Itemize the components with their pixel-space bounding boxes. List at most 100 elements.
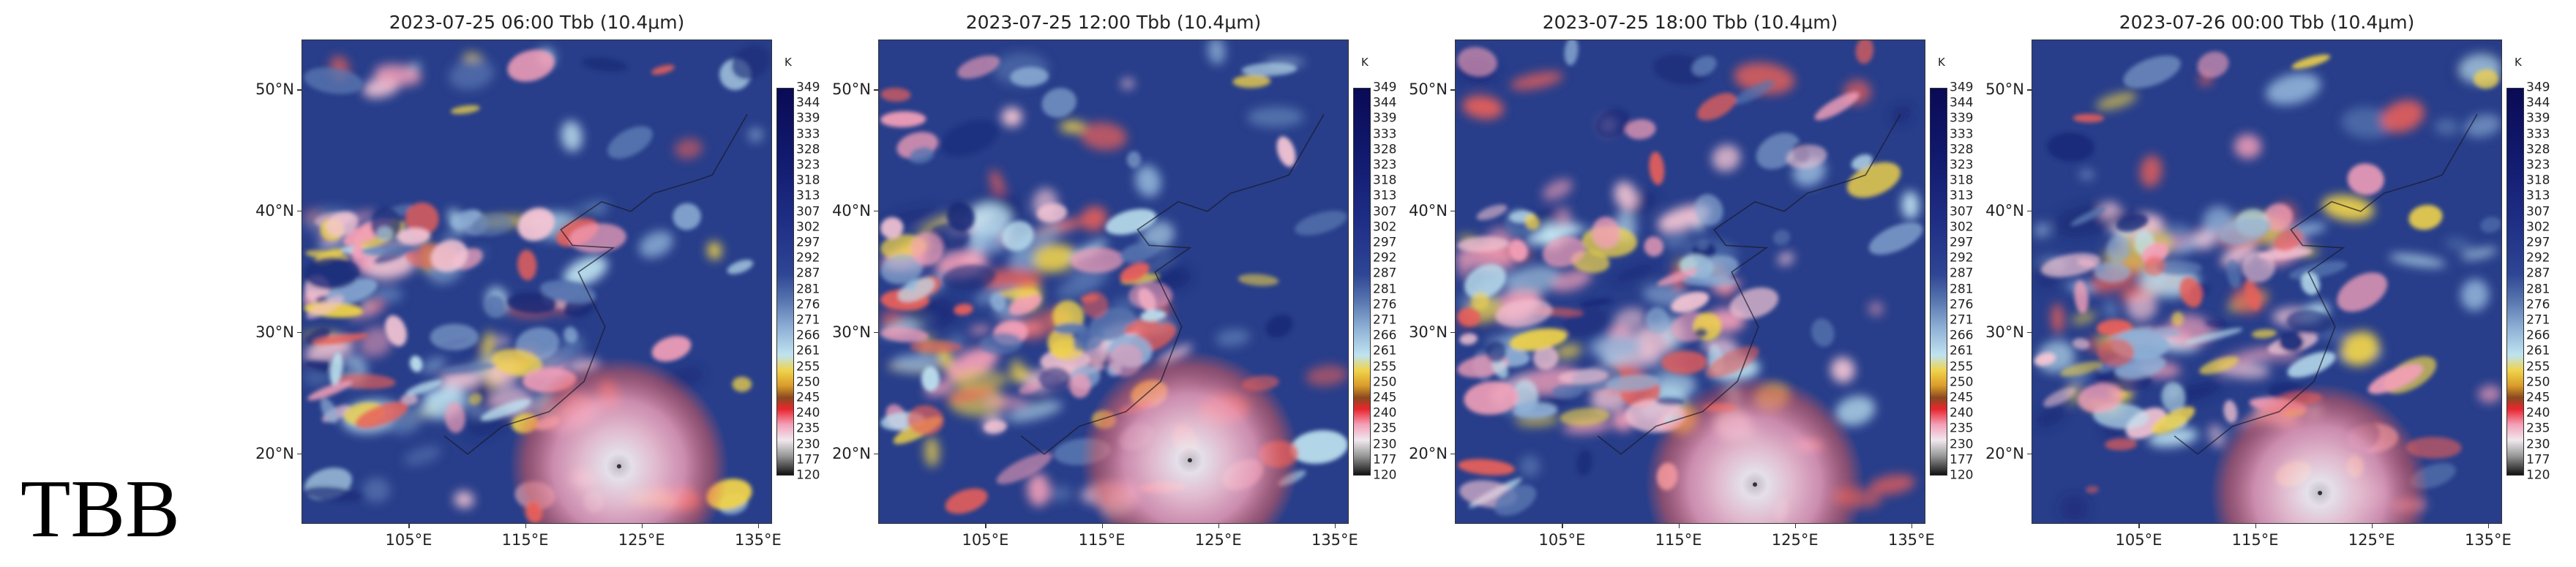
coastline (1597, 113, 1901, 455)
typhoon-cloud (2032, 40, 2501, 523)
colorbar-tick-label: 177 (796, 452, 820, 468)
lon-tick (1562, 524, 1563, 528)
satellite-image (2032, 40, 2501, 523)
lat-tick (2027, 453, 2032, 455)
lon-axis: 105°E 115°E 125°E 135°E (302, 524, 782, 553)
colorbar-tick-label: 255 (1950, 359, 1974, 375)
colorbar-tick-label: 281 (1950, 282, 1974, 297)
colorbar-tick-label: 344 (2526, 95, 2550, 110)
colorbar-tick-label: 349 (1373, 80, 1397, 95)
colorbar-tick-label: 323 (1950, 157, 1974, 173)
lat-axis: 50°N 40°N 30°N 20°N (798, 40, 878, 524)
colorbar-tick-label: 230 (1373, 437, 1397, 452)
lat-tick-label: 20°N (255, 444, 294, 462)
lat-tick-label: 30°N (1409, 323, 1448, 341)
satellite-map (302, 40, 772, 524)
colorbar-tick-label: 344 (1950, 95, 1974, 110)
colorbar-tick-label: 120 (2526, 468, 2550, 483)
colorbar-tick-label: 281 (1373, 282, 1397, 297)
colorbar-tick-label: 235 (2526, 421, 2550, 436)
tbb-panel: 2023-07-25 18:00 Tbb (10.4μm) 50°N 40°N 30… (1409, 0, 2026, 567)
lon-tick (1218, 524, 1220, 528)
colorbar (1930, 88, 1947, 476)
colorbar-tick-label: 120 (796, 468, 820, 483)
colorbar-tick-label: 297 (1950, 235, 1974, 250)
colorbar-tick-label: 261 (796, 343, 820, 358)
colorbar-tick-label: 266 (1373, 328, 1397, 343)
colorbar-tick-label: 276 (2526, 297, 2550, 312)
lon-tick-label: 105°E (2115, 531, 2163, 549)
colorbar-tick-label: 333 (1950, 127, 1974, 142)
lon-axis: 105°E 115°E 125°E 135°E (878, 524, 1358, 553)
panel-title: 2023-07-26 00:00 Tbb (10.4μm) (2119, 12, 2415, 33)
colorbar-tick-label: 281 (796, 282, 820, 297)
colorbar-tick-label: 292 (796, 250, 820, 266)
lat-tick-label: 20°N (1985, 444, 2024, 462)
colorbar-tick-label: 271 (2526, 312, 2550, 328)
colorbar-tick-label: 318 (796, 173, 820, 188)
lon-tick-label: 125°E (1194, 531, 1242, 549)
colorbar-tick-label: 245 (796, 390, 820, 405)
colorbar-ticks: 349 344 339 333 328 323 318 313 307 302 297 292 287 2… (1371, 81, 1401, 481)
colorbar-tick-label: 333 (2526, 127, 2550, 142)
colorbar-tick-label: 313 (2526, 188, 2550, 203)
coastline (2174, 113, 2478, 455)
typhoon-eye (616, 464, 621, 469)
colorbar-tick-label: 281 (2526, 282, 2550, 297)
colorbar-tick-label: 261 (2526, 343, 2550, 358)
lat-tick (2027, 210, 2032, 212)
lat-tick (1450, 89, 1455, 91)
lat-tick-label: 50°N (1409, 80, 1448, 99)
lat-tick (297, 453, 302, 455)
satellite-map (1455, 40, 1925, 524)
typhoon-cloud (1456, 40, 1925, 523)
lon-tick (2371, 524, 2373, 528)
lon-tick-label: 105°E (1538, 531, 1586, 549)
colorbar-tick-label: 245 (2526, 390, 2550, 405)
colorbar-tick-label: 266 (796, 328, 820, 343)
panel-title: 2023-07-25 12:00 Tbb (10.4μm) (965, 12, 1262, 33)
lat-tick-label: 20°N (832, 444, 871, 462)
satellite-image (879, 40, 1348, 523)
colorbar-tick-label: 240 (796, 405, 820, 421)
lon-tick (2487, 524, 2490, 528)
colorbar-tick-label: 276 (796, 297, 820, 312)
lat-tick-label: 20°N (1409, 444, 1448, 462)
colorbar-tick-label: 271 (796, 312, 820, 328)
colorbar-tick-label: 318 (2526, 173, 2550, 188)
colorbar-tick-label: 271 (1373, 312, 1397, 328)
colorbar-tick-label: 287 (796, 266, 820, 281)
colorbar-tick-label: 287 (1950, 266, 1974, 281)
lon-tick-label: 125°E (2348, 531, 2395, 549)
colorbar-tick-label: 230 (796, 437, 820, 452)
colorbar-tick-label: 120 (1950, 468, 1974, 483)
lon-tick-label: 115°E (2231, 531, 2279, 549)
colorbar-tick-label: 177 (2526, 452, 2550, 468)
colorbar-tick-label: 245 (1373, 390, 1397, 405)
coastline (443, 113, 748, 455)
colorbar-tick-label: 307 (2526, 204, 2550, 219)
lat-axis: 50°N 40°N 30°N 20°N (1951, 40, 2032, 524)
colorbar-tick-label: 250 (796, 375, 820, 390)
lon-tick-label: 105°E (385, 531, 433, 549)
lon-tick (525, 524, 527, 528)
colorbar-tick-label: 230 (2526, 437, 2550, 452)
colorbar-tick-label: 328 (1373, 142, 1397, 157)
typhoon-eye (1187, 458, 1192, 463)
lat-tick (874, 89, 878, 91)
colorbar-tick-label: 339 (1950, 110, 1974, 126)
colorbar-tick-label: 323 (1373, 157, 1397, 173)
coastline (1020, 113, 1325, 455)
colorbar-tick-label: 266 (2526, 328, 2550, 343)
colorbar-tick-label: 307 (1373, 204, 1397, 219)
lon-tick (1911, 524, 1913, 528)
lat-tick (297, 89, 302, 91)
colorbar-tick-label: 292 (2526, 250, 2550, 266)
lon-axis: 105°E 115°E 125°E 135°E (2032, 524, 2512, 553)
lon-tick-label: 135°E (1311, 531, 1358, 549)
typhoon-eye (2318, 490, 2323, 495)
lat-tick-label: 40°N (255, 201, 294, 219)
lon-tick (1101, 524, 1104, 528)
lat-tick-label: 40°N (1985, 201, 2024, 219)
colorbar-tick-label: 240 (1950, 405, 1974, 421)
